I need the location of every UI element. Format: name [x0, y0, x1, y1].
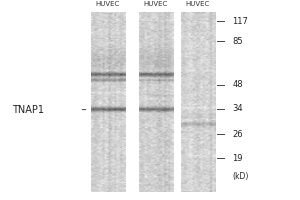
- Text: 19: 19: [232, 154, 243, 163]
- Text: TNAP1: TNAP1: [12, 105, 44, 115]
- Text: 117: 117: [232, 17, 248, 26]
- Text: HUVEC: HUVEC: [96, 1, 120, 7]
- Text: 48: 48: [232, 80, 243, 89]
- Text: HUVEC: HUVEC: [186, 1, 210, 7]
- Text: 26: 26: [232, 130, 243, 139]
- Text: HUVEC: HUVEC: [144, 1, 168, 7]
- Text: 85: 85: [232, 37, 243, 46]
- Text: 34: 34: [232, 104, 243, 113]
- Text: (kD): (kD): [232, 172, 249, 181]
